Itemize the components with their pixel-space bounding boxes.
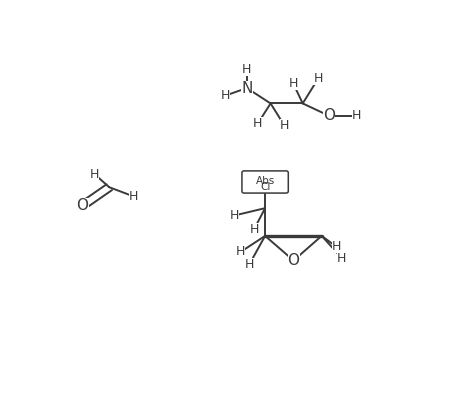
Text: H: H — [236, 245, 245, 258]
Text: H: H — [313, 72, 323, 85]
Text: O: O — [77, 198, 89, 213]
Text: H: H — [245, 258, 254, 271]
FancyBboxPatch shape — [242, 171, 288, 193]
Text: O: O — [288, 253, 300, 268]
Text: H: H — [220, 89, 230, 102]
Text: H: H — [253, 117, 262, 130]
Text: H: H — [250, 223, 259, 236]
Text: H: H — [229, 209, 239, 222]
Text: H: H — [129, 190, 138, 203]
Text: H: H — [352, 109, 361, 122]
Text: Abs: Abs — [255, 176, 275, 186]
Text: H: H — [242, 63, 252, 76]
Text: Cl: Cl — [260, 182, 270, 192]
Text: H: H — [337, 252, 347, 264]
Text: H: H — [332, 240, 341, 253]
Text: H: H — [280, 119, 289, 132]
Text: H: H — [289, 77, 298, 90]
Text: N: N — [241, 80, 252, 96]
Text: H: H — [90, 168, 99, 181]
Text: O: O — [323, 108, 335, 123]
